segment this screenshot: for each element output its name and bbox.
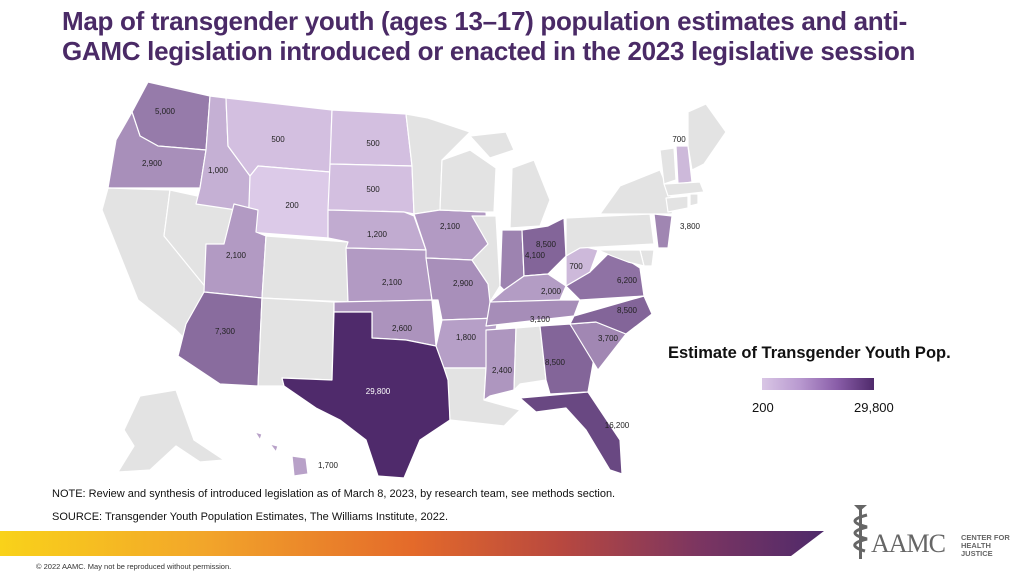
state-hi	[254, 431, 309, 477]
state-fl	[519, 391, 623, 475]
state-nm	[257, 297, 335, 387]
state-value-label-ga: 8,500	[545, 358, 566, 367]
state-value-label-hi: 1,700	[318, 461, 339, 470]
page-title: Map of transgender youth (ages 13–17) po…	[62, 6, 962, 66]
state-value-label-ok: 2,600	[392, 324, 413, 333]
state-tn	[485, 299, 581, 327]
state-ak	[117, 389, 225, 473]
state-value-label-oh: 8,500	[536, 240, 557, 249]
state-value-label-va: 6,200	[617, 276, 638, 285]
state-value-label-ne: 1,200	[367, 230, 388, 239]
state-sd	[327, 163, 415, 215]
state-value-label-tn: 3,100	[530, 315, 551, 324]
logo-wordmark: AAMC	[871, 529, 946, 558]
state-value-label-nc: 8,500	[617, 306, 638, 315]
title-line-2: GAMC legislation introduced or enacted i…	[62, 36, 916, 66]
state-nd	[329, 109, 413, 167]
state-value-label-fl: 16,200	[605, 421, 630, 430]
caduceus-icon	[853, 505, 868, 559]
state-value-label-az: 7,300	[215, 327, 236, 336]
state-ma	[663, 181, 705, 197]
state-value-label-ks: 2,100	[382, 278, 403, 287]
state-ri	[689, 193, 699, 207]
state-wi	[439, 149, 497, 213]
state-wy	[247, 165, 331, 239]
state-value-label-sd: 500	[366, 185, 380, 194]
state-value-label-ut: 2,100	[226, 251, 247, 260]
state-me	[687, 103, 727, 171]
state-value-label-tx: 29,800	[366, 387, 391, 396]
state-ct	[665, 195, 689, 213]
state-value-label-nh: 700	[672, 135, 686, 144]
state-value-label-ia: 2,100	[440, 222, 461, 231]
state-value-label-ky: 2,000	[541, 287, 562, 296]
state-vt	[659, 147, 677, 185]
state-pa	[565, 213, 655, 257]
state-value-label-ar: 1,800	[456, 333, 477, 342]
legend-color-scale	[762, 378, 874, 390]
state-al	[513, 325, 547, 391]
state-value-label-nj: 3,800	[680, 222, 701, 231]
state-value-label-in: 4,100	[525, 251, 546, 260]
aamc-logo: AAMC CENTER FOR HEALTH JUSTICE	[845, 503, 1015, 563]
copyright-text: © 2022 AAMC. May not be reproduced witho…	[36, 562, 232, 571]
legend-min-label: 200	[752, 400, 774, 415]
state-value-label-mt: 500	[271, 135, 285, 144]
title-line-1: Map of transgender youth (ages 13–17) po…	[62, 6, 907, 36]
state-value-label-wy: 200	[285, 201, 299, 210]
state-value-label-or: 2,900	[142, 159, 163, 168]
legend-title: Estimate of Transgender Youth Pop.	[668, 344, 951, 362]
note-text: NOTE: Review and synthesis of introduced…	[52, 488, 616, 500]
state-ks	[345, 247, 433, 303]
state-value-label-sc: 3,700	[598, 334, 619, 343]
state-il	[471, 215, 501, 303]
state-md	[597, 249, 645, 267]
state-value-label-ms: 2,400	[492, 366, 513, 375]
state-value-label-wv: 700	[569, 262, 583, 271]
state-value-label-mo: 2,900	[453, 279, 474, 288]
state-co	[261, 235, 349, 303]
state-value-label-id: 1,000	[208, 166, 229, 175]
state-nj	[653, 213, 673, 249]
state-ms	[483, 327, 517, 401]
state-mi	[469, 131, 551, 229]
source-text: SOURCE: Transgender Youth Population Est…	[52, 511, 448, 523]
state-value-label-wa: 5,000	[155, 107, 176, 116]
state-value-label-nd: 500	[366, 139, 380, 148]
decorative-gradient-band	[0, 531, 824, 556]
logo-subtitle: CENTER FOR HEALTH JUSTICE	[961, 533, 1010, 558]
legend-max-label: 29,800	[854, 400, 894, 415]
state-tx	[281, 311, 451, 479]
